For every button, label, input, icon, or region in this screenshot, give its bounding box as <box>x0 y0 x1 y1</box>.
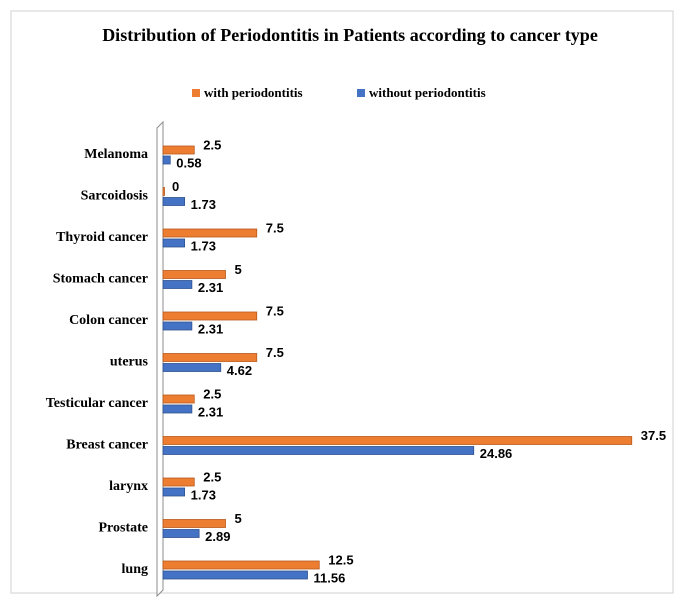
data-label: 2.5 <box>203 137 221 152</box>
legend-label: without periodontitis <box>369 85 486 100</box>
data-label: 24.86 <box>480 446 513 461</box>
bar <box>162 228 258 238</box>
category-label: lung <box>122 562 148 577</box>
data-label: 12.5 <box>328 552 353 567</box>
bar <box>162 560 320 570</box>
bar <box>162 321 193 331</box>
data-label: 0 <box>172 179 179 194</box>
category-label: uterus <box>110 355 149 370</box>
data-label: 7.5 <box>266 345 284 360</box>
data-label: 2.31 <box>198 404 223 419</box>
bar <box>162 487 186 497</box>
frame <box>10 10 674 594</box>
chart-title: Distribution of Periodontitis in Patient… <box>102 25 598 45</box>
bar <box>162 570 308 580</box>
data-label: 4.62 <box>227 363 252 378</box>
data-label: 5 <box>235 511 242 526</box>
category-label: Testicular cancer <box>46 396 148 411</box>
data-label: 2.89 <box>205 529 230 544</box>
data-label: 37.5 <box>641 428 666 443</box>
bar <box>162 394 195 404</box>
bar <box>162 353 258 362</box>
data-label: 5 <box>235 262 242 277</box>
data-label: 2.31 <box>198 280 223 295</box>
bar <box>162 404 193 414</box>
category-label: Colon cancer <box>69 313 148 328</box>
bar <box>162 477 195 487</box>
legend-label: with periodontitis <box>204 85 303 100</box>
bar <box>162 446 475 455</box>
category-label: Melanoma <box>84 147 148 162</box>
bar <box>162 197 186 206</box>
bar <box>162 187 165 196</box>
bar <box>162 519 226 528</box>
bar <box>162 529 200 538</box>
bar <box>162 436 633 445</box>
bar <box>162 145 195 155</box>
bar <box>162 280 193 289</box>
data-label: 2.31 <box>198 321 223 336</box>
category-label: Stomach cancer <box>53 272 148 287</box>
data-label: 11.56 <box>314 570 346 585</box>
bar <box>162 363 222 372</box>
data-label: 1.73 <box>191 487 216 502</box>
bar <box>162 311 258 321</box>
data-label: 2.5 <box>203 469 221 484</box>
category-label: Thyroid cancer <box>56 230 148 245</box>
bar <box>162 238 186 248</box>
category-label: Sarcoidosis <box>81 189 149 204</box>
bar <box>162 270 226 279</box>
data-label: 1.73 <box>191 238 216 253</box>
category-label: Prostate <box>99 521 149 536</box>
bar <box>162 155 171 165</box>
category-label: larynx <box>109 479 148 494</box>
legend-swatch <box>357 89 365 97</box>
data-label: 2.5 <box>203 386 221 401</box>
data-label: 7.5 <box>266 303 284 318</box>
legend-swatch <box>192 89 200 97</box>
data-label: 7.5 <box>266 220 284 235</box>
category-label: Breast cancer <box>66 438 148 453</box>
data-label: 1.73 <box>191 197 216 212</box>
axis-wall <box>156 120 164 598</box>
data-label: 0.58 <box>176 155 201 170</box>
